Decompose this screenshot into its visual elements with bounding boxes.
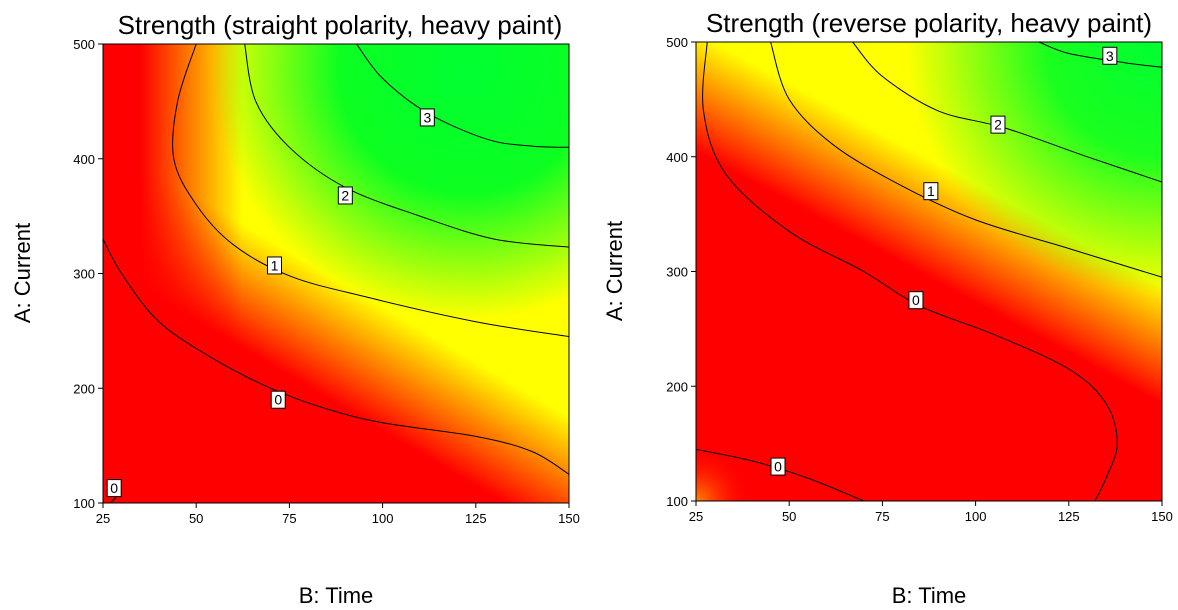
contour-label-text: 0 (774, 459, 782, 475)
contour-line-0 (702, 42, 1118, 501)
x-tick-label: 100 (372, 511, 394, 526)
y-tick-label: 500 (666, 35, 688, 50)
contour-label: 0 (106, 479, 122, 498)
x-tick-label: 25 (96, 511, 110, 526)
contour-label: 3 (1102, 46, 1118, 65)
contour-label-text: 3 (1106, 48, 1114, 64)
contour-label: 2 (990, 115, 1006, 134)
y-tick-label: 300 (666, 265, 688, 280)
contour-label-text: 0 (274, 392, 282, 408)
contour-line-3 (1038, 42, 1162, 68)
x-tick-label: 75 (282, 511, 296, 526)
contour-label-box (990, 115, 1006, 134)
chart-title: Strength (straight polarity, heavy paint… (118, 10, 563, 40)
x-tick-label: 25 (689, 509, 703, 524)
contour-label: 0 (908, 291, 924, 310)
chart-panel-straight: Strength (straight polarity, heavy paint… (10, 10, 580, 608)
x-tick-label: 150 (1151, 509, 1173, 524)
contour-label-box (106, 479, 122, 498)
y-tick-label: 200 (666, 379, 688, 394)
y-tick-label: 400 (666, 150, 688, 165)
contour-label-box (923, 182, 939, 201)
contour-label-box (908, 291, 924, 310)
contour-line-1 (770, 42, 1162, 278)
contour-label-text: 0 (912, 292, 920, 308)
y-axis-label: A: Current (10, 223, 35, 323)
contour-label-text: 1 (927, 183, 935, 199)
contour-label-box (770, 457, 786, 476)
contour-line-2 (852, 42, 1162, 183)
contour-label: 0 (270, 390, 286, 409)
y-axis-label: A: Current (602, 221, 627, 321)
contour-label: 1 (923, 182, 939, 201)
x-tick-label: 50 (782, 509, 796, 524)
y-tick-label: 500 (73, 37, 95, 52)
color-field (696, 42, 1162, 501)
contour-label: 1 (266, 256, 282, 275)
contour-label-box (419, 108, 435, 127)
contour-label-text: 2 (994, 117, 1002, 133)
y-tick-label: 200 (73, 381, 95, 396)
x-axis-label: B: Time (892, 583, 967, 608)
contour-label: 2 (337, 186, 353, 205)
contour-label-text: 2 (341, 187, 349, 203)
contour-label-text: 3 (423, 109, 431, 125)
contour-label-text: 0 (110, 480, 118, 496)
contour-label: 3 (419, 108, 435, 127)
x-tick-label: 125 (1058, 509, 1080, 524)
contour-label-box (337, 186, 353, 205)
contour-line-3 (356, 44, 569, 148)
y-tick-label: 100 (73, 496, 95, 511)
contour-label-box (270, 390, 286, 409)
chart-panel-reverse: Strength (reverse polarity, heavy paint)… (602, 8, 1173, 608)
x-tick-label: 50 (189, 511, 203, 526)
chart-title: Strength (reverse polarity, heavy paint) (706, 8, 1152, 38)
y-tick-label: 100 (666, 494, 688, 509)
x-tick-label: 150 (558, 511, 580, 526)
x-tick-label: 100 (965, 509, 987, 524)
x-tick-label: 75 (875, 509, 889, 524)
x-axis-label: B: Time (299, 583, 374, 608)
contour-line-1 (172, 44, 569, 338)
contour-label-box (266, 256, 282, 275)
x-tick-label: 125 (465, 511, 487, 526)
y-tick-label: 400 (73, 152, 95, 167)
contour-label-text: 1 (271, 257, 279, 273)
contour-label: 0 (770, 457, 786, 476)
color-field (103, 44, 569, 503)
contour-label-box (1102, 46, 1118, 65)
contour-line-0 (103, 238, 569, 475)
y-tick-label: 300 (73, 267, 95, 282)
